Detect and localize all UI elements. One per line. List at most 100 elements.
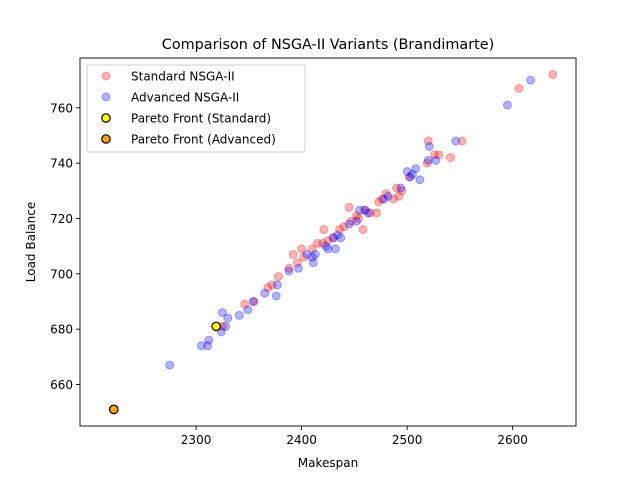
data-point	[293, 263, 303, 273]
data-point	[240, 299, 250, 309]
data-point	[377, 194, 387, 204]
data-point	[397, 186, 407, 196]
y-tick-label: 660	[50, 378, 73, 392]
data-point	[457, 136, 467, 146]
data-point	[243, 305, 253, 315]
data-point	[263, 283, 273, 293]
y-tick-label: 720	[50, 212, 73, 226]
legend-label: Standard NSGA-II	[131, 70, 235, 84]
data-point	[407, 169, 417, 179]
legend-marker	[101, 113, 111, 123]
data-point	[434, 150, 444, 160]
data-point	[451, 136, 461, 146]
data-point	[319, 225, 329, 235]
data-point	[344, 202, 354, 212]
legend-label: Advanced NSGA-II	[131, 91, 239, 105]
legend-marker	[101, 71, 111, 81]
data-point	[383, 191, 393, 201]
data-point	[307, 244, 317, 254]
data-point	[196, 341, 206, 351]
data-point	[360, 205, 370, 215]
data-point	[332, 230, 342, 240]
chart-title: Comparison of NSGA-II Variants (Brandima…	[162, 37, 494, 53]
data-point	[411, 164, 421, 174]
data-point	[310, 249, 320, 259]
data-point	[260, 288, 270, 298]
data-point	[392, 183, 402, 193]
data-point	[108, 404, 119, 415]
data-point	[318, 238, 328, 248]
y-tick-label: 740	[50, 157, 73, 171]
data-point	[284, 263, 294, 273]
y-tick-label: 700	[50, 267, 73, 281]
data-point	[346, 216, 356, 226]
data-point	[396, 183, 406, 193]
data-point	[216, 327, 226, 337]
data-point	[288, 249, 298, 259]
data-point	[272, 280, 282, 290]
data-point	[372, 208, 382, 218]
data-point	[312, 238, 322, 248]
data-point	[204, 335, 214, 345]
legend-marker	[101, 134, 111, 144]
data-point	[221, 321, 231, 331]
data-point	[335, 225, 345, 235]
legend-label: Pareto Front (Standard)	[131, 112, 271, 126]
data-point	[431, 155, 441, 165]
data-point	[267, 280, 277, 290]
series-4	[108, 404, 119, 415]
data-point	[328, 233, 338, 243]
legend-item: Pareto Front (Advanced)	[101, 133, 276, 147]
data-point	[330, 244, 340, 254]
data-point	[351, 211, 361, 221]
legend-item: Pareto Front (Standard)	[101, 112, 271, 126]
data-point	[381, 189, 391, 199]
data-point	[248, 296, 258, 306]
data-point	[165, 360, 175, 370]
data-point	[388, 194, 398, 204]
data-point	[292, 258, 302, 268]
data-point	[404, 172, 414, 182]
data-point	[379, 194, 389, 204]
data-point	[402, 166, 412, 176]
legend-label: Pareto Front (Advanced)	[131, 133, 276, 147]
data-point	[358, 225, 368, 235]
data-point	[415, 175, 425, 185]
x-tick-label: 2300	[181, 433, 212, 447]
data-point	[249, 296, 259, 306]
legend: Standard NSGA-II Advanced NSGA-II Pareto F…	[86, 64, 306, 153]
legend-marker	[101, 92, 111, 102]
legend-box	[86, 64, 306, 153]
data-point	[351, 216, 361, 226]
data-point	[217, 308, 227, 318]
data-point	[273, 272, 283, 282]
data-point	[323, 236, 333, 246]
data-point	[405, 172, 415, 182]
y-tick-label: 680	[50, 323, 73, 337]
data-point	[307, 252, 317, 262]
data-point	[374, 197, 384, 207]
axes-border	[79, 57, 577, 427]
data-point	[299, 252, 309, 262]
y-tick-label: 760	[50, 101, 73, 115]
data-point	[336, 233, 346, 243]
data-point	[360, 205, 370, 215]
data-point	[430, 150, 440, 160]
data-point	[365, 208, 375, 218]
data-point	[308, 258, 318, 268]
data-point	[211, 321, 221, 332]
data-point	[321, 241, 331, 251]
x-tick-label: 2600	[497, 433, 528, 447]
data-point	[422, 158, 432, 168]
data-point	[302, 249, 312, 259]
data-point	[514, 83, 524, 93]
data-point	[271, 291, 281, 301]
data-point	[526, 75, 536, 85]
data-point	[445, 153, 455, 163]
data-point	[502, 100, 512, 110]
plot-area: 2300 2400 2500 2600 660 680 700 720 740 760	[50, 57, 577, 447]
data-point	[234, 310, 244, 320]
data-point	[548, 70, 558, 80]
data-point	[423, 136, 433, 146]
data-point	[339, 222, 349, 232]
